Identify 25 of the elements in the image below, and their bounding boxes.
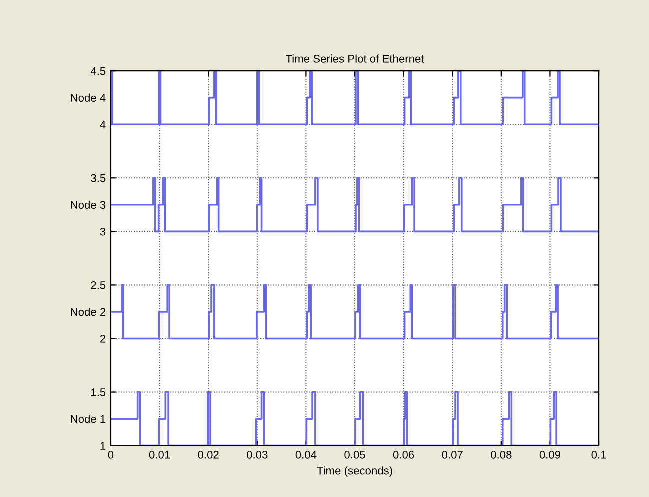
x-tick-label: 0 [108,450,114,459]
y-tick-label: 4 [100,120,106,129]
x-axis-title: Time (seconds) [317,466,392,477]
x-tick-label: 0.04 [296,450,317,459]
x-tick-label: 0.01 [149,450,170,459]
x-tick-label: 0.03 [247,450,268,459]
y-tick-label: Node 2 [71,308,106,316]
x-tick-label: 0.06 [393,450,414,459]
x-tick-label: 0.07 [442,450,463,459]
x-tick-label: 0.08 [491,450,512,459]
y-tick-label: 1.5 [92,388,106,396]
y-tick-label: 1 [100,442,106,450]
x-tick-label: 0.09 [540,450,561,459]
x-tick-label: 0.02 [198,450,219,459]
x-tick-label: 0.1 [592,450,606,459]
y-tick-label: 4.5 [90,67,106,76]
y-tick-label: 3 [100,228,106,236]
y-tick-label: Node 3 [71,200,106,210]
y-tick-label: 3.5 [91,174,106,182]
y-tick-label: Node 1 [71,415,106,424]
y-tick-label: 2 [100,335,106,343]
chart-title: Time Series Plot of Ethernet [286,54,424,63]
x-tick-label: 0.05 [344,450,366,459]
y-tick-label: Node 4 [71,94,106,102]
y-tick-label: 2.5 [91,281,106,290]
